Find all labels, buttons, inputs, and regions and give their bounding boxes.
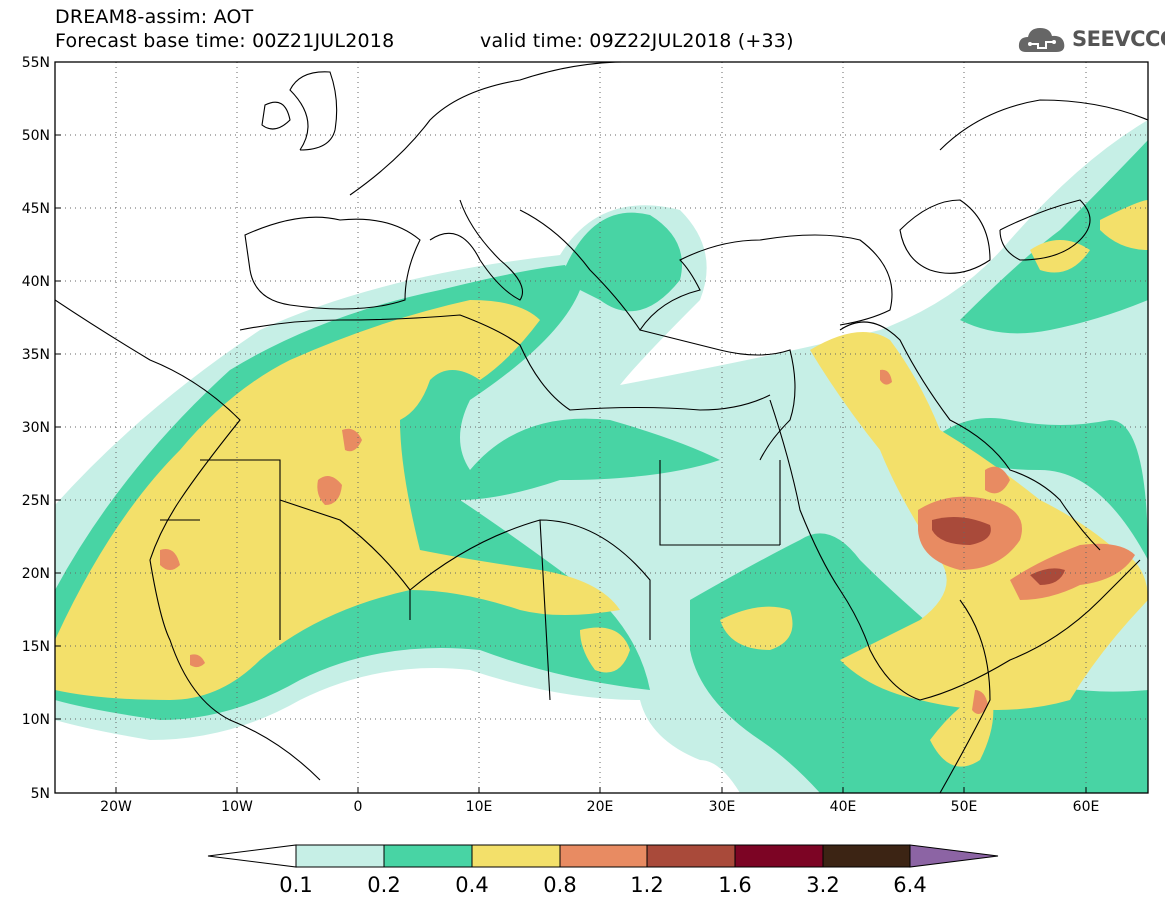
colorbar-under-arrow [207, 844, 297, 868]
graticule [55, 62, 1148, 793]
map-title: DREAM8-assim: AOT [55, 6, 254, 28]
lat-labels: 55N 50N 45N 40N 35N 30N 25N 20N 15N 10N … [22, 55, 50, 802]
lon-labels: 20W 10W 0 10E 20E 30E 40E 50E 60E [100, 799, 1099, 815]
lat-label: 50N [22, 128, 50, 144]
colorbar-swatch [646, 844, 736, 868]
colorbar-label: 0.1 [279, 873, 312, 897]
colorbar-label: 3.2 [806, 873, 839, 897]
seevccc-logo: SEEVCCC [1018, 24, 1165, 56]
aot-field [55, 62, 1148, 793]
lat-label: 15N [22, 639, 50, 655]
lat-label: 10N [22, 712, 50, 728]
lat-label: 45N [22, 201, 50, 217]
logo-text: SEEVCCC [1072, 27, 1165, 51]
colorbar-swatch [383, 844, 473, 868]
colorbar-label: 6.4 [893, 873, 926, 897]
colorbar-label: 0.4 [455, 873, 488, 897]
lat-label: 35N [22, 347, 50, 363]
lon-label: 60E [1073, 799, 1100, 815]
lon-label: 10W [221, 799, 253, 815]
colorbar [207, 844, 999, 868]
colorbar-swatch [734, 844, 824, 868]
colorbar-label: 0.8 [543, 873, 576, 897]
aot-band-1.2 [932, 516, 1065, 585]
lat-label: 30N [22, 420, 50, 436]
colorbar-swatch [559, 844, 648, 868]
lat-label: 25N [22, 493, 50, 509]
colorbar-swatch [822, 844, 911, 868]
valid-time: valid time: 09Z22JUL2018 (+33) [480, 30, 794, 52]
lon-label: 20W [100, 799, 132, 815]
colorbar-over-arrow [909, 844, 999, 868]
colorbar-label: 1.6 [718, 873, 751, 897]
coastlines [55, 62, 1148, 793]
cloud-icon [1018, 28, 1065, 52]
colorbar-label: 0.2 [367, 873, 400, 897]
lat-label: 5N [31, 786, 50, 802]
lat-label: 40N [22, 274, 50, 290]
lon-label: 10E [466, 799, 493, 815]
lat-label: 20N [22, 566, 50, 582]
lon-label: 40E [830, 799, 857, 815]
lon-label: 0 [354, 799, 363, 815]
lon-label: 50E [951, 799, 978, 815]
colorbar-label: 1.2 [630, 873, 663, 897]
colorbar-swatch [295, 844, 385, 868]
axis-ticks [55, 61, 1087, 793]
forecast-base-time: Forecast base time: 00Z21JUL2018 [55, 30, 395, 52]
lat-label: 55N [22, 55, 50, 71]
colorbar-labels: 0.1 0.2 0.4 0.8 1.2 1.6 3.2 6.4 [279, 873, 926, 897]
colorbar-swatch [471, 844, 561, 868]
lon-label: 30E [709, 799, 736, 815]
lon-label: 20E [587, 799, 614, 815]
